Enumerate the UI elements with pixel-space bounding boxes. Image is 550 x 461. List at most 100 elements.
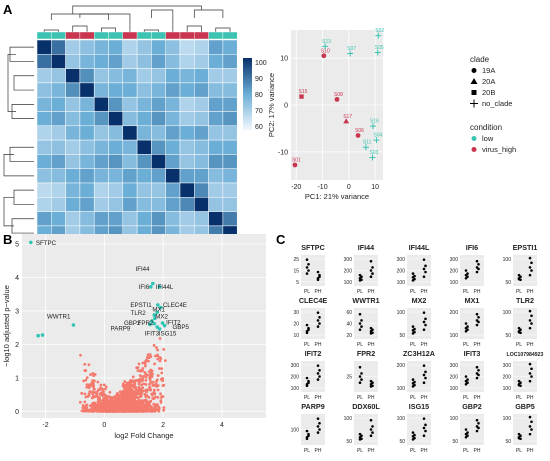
heatmap-cell [79,154,95,169]
volcano-point [144,383,148,386]
heatmap-cell [36,182,52,198]
volcano-point [155,379,158,383]
heatmap-cell [151,111,166,127]
gene-panel-y-tick: 100 [397,310,406,316]
gene-panel-point [464,375,468,378]
gene-panel-background [354,414,378,445]
dendrogram-link [193,9,224,18]
volcano-point [113,405,117,409]
volcano-x-tick: 0 [102,422,106,429]
pca-point [322,43,329,50]
gene-panel-y-tick: 50 [505,439,511,445]
gene-panel-background [513,414,537,445]
gene-panel: IFI44 300 200 100 PL PH [344,243,378,295]
gene-panel-y-tick: 300 [397,257,406,263]
dendrogram-link [72,25,88,32]
volcano-point [106,399,109,403]
condition-legend-label: virus_high [482,145,516,154]
left-dendrogram [3,46,34,234]
gene-panel-point [316,372,320,375]
volcano-x-axis-label: log2 Fold Change [114,431,173,440]
volcano-point [137,385,141,389]
heatmap-cell [108,139,124,155]
gene-panel-point [424,270,427,274]
pca-point [369,154,376,161]
legend-tick-label: 60 [255,124,263,131]
volcano-point [135,395,138,399]
volcano-point [147,370,151,374]
volcano-y-tick: 0 [15,409,19,416]
heatmap-cell [151,197,166,212]
heatmap-cell [208,111,224,127]
heatmap-cell [208,125,224,141]
gene-panel-point [475,259,479,263]
pca-point-label: S17 [343,114,352,120]
heatmap-cell [222,82,238,98]
gene-panel-y-tick: 300 [291,363,300,369]
heatmap-cell [36,82,52,98]
heatmap-cell [93,125,109,141]
heatmap-cell [93,54,109,69]
gene-panel-y-tick: 100 [450,416,459,422]
gene-panel-x-tick: PH [527,289,534,295]
gene-panel-point [305,323,309,327]
gene-panel-point [369,418,373,422]
heatmap-cell [165,68,181,84]
pca-point [355,133,361,138]
volcano-point [145,400,149,404]
gene-panel-x-tick: PL [516,395,522,401]
heatmap-cell [93,82,109,98]
heatmap-cell [136,82,152,98]
gene-panel-y-tick: 25 [346,374,352,380]
volcano-point [85,376,89,380]
volcano-x-tick: -2 [42,422,48,429]
pca-point-label: S01 [292,158,301,164]
heatmap-cell [222,154,238,169]
gene-panel-y-tick: 200 [450,268,459,274]
gene-panel-title: EPSTI1 [513,243,538,252]
gene-panel-x-tick: PH [527,395,534,401]
clade-legend-label: no_clade [482,99,512,108]
clade-legend-label: 20A [482,77,495,86]
gene-panel-y-tick: 200 [397,363,406,369]
volcano-highlight-point [36,333,40,338]
pca-y-tick: 0 [284,103,288,110]
heatmap-cell [108,54,124,69]
volcano-point [144,364,147,368]
volcano-point [83,362,87,366]
volcano-point [157,367,161,370]
volcano-point [159,392,162,396]
heatmap-cell [51,168,66,184]
heatmap-cell [65,182,81,198]
gene-panel-point [411,435,415,438]
heatmap-cell [194,182,209,198]
volcano-highlight-point [40,333,45,337]
heatmap-cell [93,96,109,112]
dendrogram-link [13,75,34,91]
heatmap-cell [136,182,152,198]
gene-panel-y-tick: 50 [399,439,405,445]
volcano-point [137,392,141,395]
volcano-point [160,396,163,399]
gene-panel-point [411,329,415,332]
volcano-point [149,373,153,376]
gene-panel-point [530,375,533,378]
volcano-highlight-point [160,321,165,325]
gene-panel-point [422,373,426,377]
volcano-point [153,362,156,366]
heatmap-cell [93,168,109,184]
gene-panel-y-tick: 200 [397,268,406,274]
heatmap-cell [208,68,224,84]
gene-panel-x-tick: PH [421,395,428,401]
legend-key [471,136,477,141]
volcano-point [108,405,111,409]
volcano-point [150,392,154,396]
heatmap-cell [79,168,95,184]
heatmap-cell [222,139,238,155]
heatmap-cell [65,197,81,212]
gene-panel-point [422,426,426,430]
heatmap-cell [65,154,81,169]
heatmap-cell [222,182,238,198]
gene-panel-title: CLEC4E [299,296,328,305]
gene-panel-y-tick: 50 [452,439,458,445]
